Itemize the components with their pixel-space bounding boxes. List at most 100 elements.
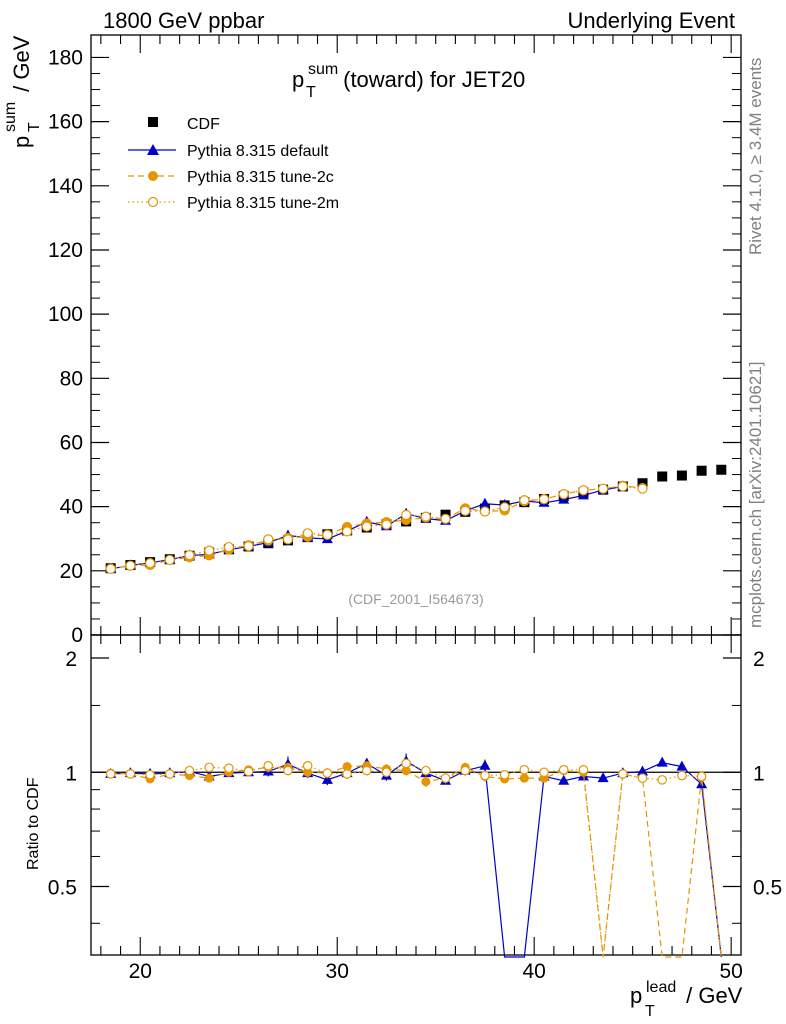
main-point-tune2m [164,554,175,566]
ratio-point-tune2m [105,769,116,779]
ratio-point-tune2m [381,767,392,778]
main-ytick-label: 0 [71,624,83,647]
ratio-point-tune2m [539,767,549,778]
ratio-point-tune2m [302,761,313,771]
main-point-tune2m [598,483,609,494]
main-point-tune2m [125,560,136,571]
ratio-point-default [558,774,570,785]
ratio-point-default [597,772,609,783]
main-ytick-label: 20 [60,560,83,583]
ratio-ytick-label-right: 2 [753,648,765,671]
ratio-point-tune2m [519,765,530,775]
ylabel-sub: T [26,122,43,132]
ratio-axes: 0.5 0.5 1 1 2 2 20 30 40 50 [48,635,782,983]
ratio-point-tune2m [184,765,195,776]
xtick-label: 40 [523,960,546,983]
ratio-point-tune2m [125,769,136,779]
ratio-ytick-label: 1 [65,762,77,785]
legend-label-default: Pythia 8.315 default [187,143,329,160]
main-point-cdf [657,471,668,482]
main-point-cdf [696,465,707,476]
ratio-point-tune2m [224,763,234,774]
plot-title: p sum T (toward) for JET20 [292,61,525,101]
main-point-tune2m [479,506,491,517]
main-ytick-label: 180 [48,46,83,69]
ratio-ylabel: Ratio to CDF [25,777,42,870]
main-point-tune2m [637,483,648,494]
ratio-point-default [321,773,333,784]
xlabel-rest: / GeV [680,983,743,1008]
legend-entry-cdf: CDF [148,116,220,133]
main-ytick-label: 120 [48,239,83,262]
xtick-label: 50 [719,960,742,983]
header-left: 1800 GeV ppbar [103,8,264,33]
main-point-default [479,497,491,508]
ratio-point-tune2m [243,766,254,777]
main-point-tune2m [341,526,353,537]
ratio-point-tune2m [696,771,707,782]
main-point-tune2m [322,529,333,540]
ratio-point-tune2m [460,765,471,776]
main-point-tune2m [263,534,274,545]
xlabel: p lead T / GeV [630,979,743,1020]
main-line-tune2c [110,485,643,570]
ratio-point-default [479,759,491,770]
ylabel-main: p [9,136,34,148]
main-ytick-label: 140 [48,175,83,198]
ratio-ytick-label-right: 0.5 [753,877,782,900]
main-point-tune2m [558,489,569,500]
ratio-point-tune2m [558,765,569,775]
main-point-tune2m [578,485,589,496]
main-point-tune2m [282,534,294,545]
main-ytick-label: 60 [60,431,83,454]
ratio-point-tune2m [361,765,372,776]
main-ytick-label: 40 [60,496,83,519]
main-point-tune2m [617,481,628,492]
title-main: p [292,67,304,92]
main-point-tune2m [401,509,412,521]
ratio-point-tune2c [342,762,352,772]
mcplots-label: mcplots.cern.ch [arXiv:2401.10621] [746,362,765,628]
main-point-tune2m [381,519,392,530]
main-data-marks [105,464,727,575]
ratio-point-tune2m [145,769,155,780]
main-ytick-label: 160 [48,111,83,134]
legend-entry-default: Pythia 8.315 default [128,143,329,160]
main-point-tune2m [302,528,313,539]
ratio-line-tune2m [110,762,722,958]
ratio-line-default [110,760,722,958]
ratio-ytick-label: 2 [65,648,77,671]
main-point-cdf [716,464,727,475]
ratio-ytick-label-right: 1 [753,762,765,785]
header-right: Underlying Event [567,8,735,33]
xlabel-sup: lead [646,979,676,996]
reference-label: (CDF_2001_I564673) [348,591,483,607]
legend-label-tune2c: Pythia 8.315 tune-2c [187,169,334,186]
title-sub: T [306,84,316,101]
main-axes: 0 20 40 60 80 100 120 140 160 180 [48,35,741,647]
legend-entry-tune2m: Pythia 8.315 tune-2m [128,195,339,212]
ratio-point-tune2m [283,765,293,776]
ratio-point-tune2m [342,769,352,779]
legend-marker-tune2c [148,171,158,181]
ratio-point-tune2m [480,770,490,781]
xtick-label: 20 [129,960,152,983]
legend: CDF Pythia 8.315 default Pythia 8.315 tu… [128,116,339,212]
ratio-line-tune2c [110,765,722,958]
ratio-data-marks [105,753,722,958]
main-ytick-label: 100 [48,303,83,326]
legend-entry-tune2c: Pythia 8.315 tune-2c [128,169,334,186]
legend-label-cdf: CDF [187,116,220,133]
rivet-label: Rivet 4.1.0, ≥ 3.4M events [746,58,765,255]
main-point-tune2m [144,558,156,569]
ylabel-rest: / GeV [9,35,34,98]
ratio-point-tune2m [618,769,628,779]
ratio-point-tune2m [578,765,589,775]
main-point-tune2m [204,545,215,556]
ratio-point-tune2c [401,766,411,776]
ratio-point-default [696,778,708,789]
ratio-point-tune2m [657,775,668,785]
ratio-ytick-label: 0.5 [48,877,77,900]
xtick-label: 30 [326,960,349,983]
